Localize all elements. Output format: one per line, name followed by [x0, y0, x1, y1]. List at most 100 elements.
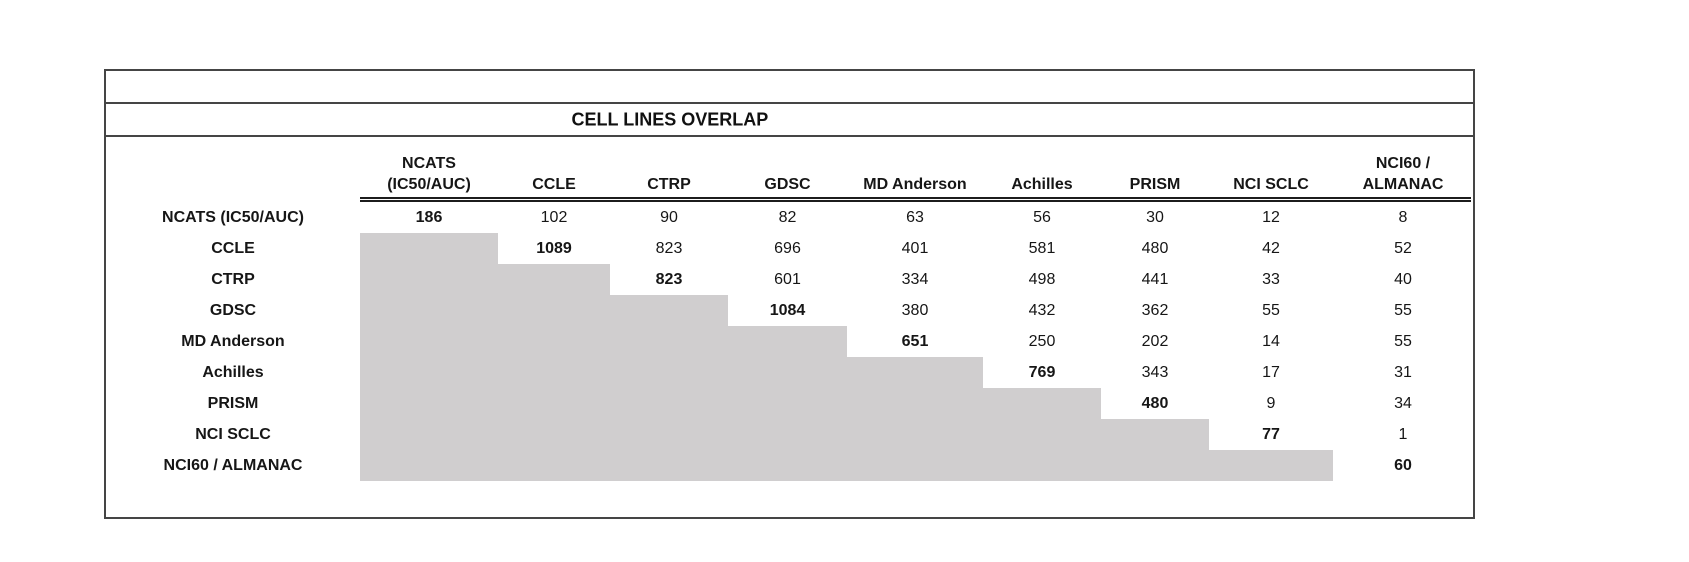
column-header-gdsc: GDSC	[764, 175, 811, 193]
matrix-cell: 30	[1146, 209, 1164, 226]
shaded-cell	[360, 388, 498, 419]
shaded-cell	[1209, 450, 1333, 481]
row-label: MD Anderson	[181, 333, 285, 350]
matrix-cell: 55	[1394, 333, 1412, 350]
matrix-cell: 56	[1033, 209, 1051, 226]
row-label: CCLE	[211, 240, 255, 257]
shaded-cell	[610, 357, 728, 388]
matrix-cell: 42	[1262, 240, 1280, 257]
shaded-cell	[728, 388, 847, 419]
matrix-cell: 8	[1398, 209, 1408, 226]
shaded-cell	[983, 450, 1101, 481]
matrix-cell: 82	[778, 209, 797, 226]
matrix-cell: 1	[1398, 426, 1408, 443]
matrix-cell: 34	[1394, 395, 1412, 412]
matrix-cell: 769	[1028, 364, 1056, 381]
matrix-cell: 581	[1028, 240, 1056, 257]
header-double-underline	[360, 197, 1471, 202]
empty-top-row	[106, 71, 1473, 104]
matrix-cell: 498	[1028, 271, 1056, 288]
matrix-cell: 441	[1141, 271, 1169, 288]
row-label: Achilles	[202, 364, 264, 381]
matrix-cell: 651	[901, 333, 929, 350]
column-header-achilles: Achilles	[1011, 175, 1073, 193]
table-row-ncats: NCATS (IC50/AUC) 186 102 90 82 63 56 30 …	[106, 202, 1473, 233]
matrix-cell: 12	[1262, 209, 1280, 226]
shaded-cell	[610, 326, 728, 357]
matrix-cell: 401	[901, 240, 929, 257]
shaded-cell	[360, 357, 498, 388]
table-row-nci-sclc: NCI SCLC 77 1	[106, 419, 1473, 450]
shaded-cell	[498, 295, 610, 326]
matrix-cell: 362	[1141, 302, 1169, 319]
shaded-cell	[728, 326, 847, 357]
shaded-cell	[610, 450, 728, 481]
matrix-cell: 480	[1141, 395, 1169, 412]
shaded-cell	[360, 264, 498, 295]
column-header-ncats: NCATS (IC50/AUC)	[387, 154, 471, 193]
matrix-cell: 480	[1141, 240, 1169, 257]
matrix-cell: 432	[1028, 302, 1056, 319]
shaded-cell	[360, 233, 498, 264]
shaded-cell	[610, 419, 728, 450]
shaded-cell	[498, 388, 610, 419]
column-header-md-anderson: MD Anderson	[863, 175, 967, 193]
column-header-ccle: CCLE	[532, 175, 576, 193]
matrix-cell: 63	[906, 209, 924, 226]
shaded-cell	[847, 450, 983, 481]
matrix-cell: 823	[655, 271, 683, 288]
shaded-cell	[498, 357, 610, 388]
matrix-cell: 380	[901, 302, 929, 319]
shaded-cell	[847, 419, 983, 450]
table-title-row: CELL LINES OVERLAP	[106, 104, 1473, 137]
matrix-cell: 334	[901, 271, 929, 288]
table-title: CELL LINES OVERLAP	[571, 109, 769, 129]
matrix-cell: 14	[1262, 333, 1280, 350]
shaded-cell	[847, 357, 983, 388]
shaded-cell	[728, 357, 847, 388]
shaded-cell	[1101, 419, 1209, 450]
cell-lines-overlap-table: CELL LINES OVERLAP NCATS (IC50/AUC) CCLE…	[104, 69, 1475, 519]
matrix-cell: 343	[1141, 364, 1169, 381]
column-header-prism: PRISM	[1129, 175, 1181, 193]
shaded-cell	[728, 419, 847, 450]
matrix-cell: 186	[415, 209, 443, 226]
shaded-cell	[728, 450, 847, 481]
matrix-cell: 33	[1262, 271, 1280, 288]
row-label: GDSC	[209, 302, 257, 319]
column-header-ctrp: CTRP	[647, 175, 691, 193]
table-row-achilles: Achilles 769 343 17 31	[106, 357, 1473, 388]
matrix-cell: 60	[1394, 457, 1412, 474]
row-label: NCI60 / ALMANAC	[163, 457, 303, 474]
row-label: PRISM	[207, 395, 259, 412]
row-label: CTRP	[211, 271, 255, 288]
shaded-cell	[360, 419, 498, 450]
matrix-cell: 1084	[769, 302, 806, 319]
matrix-cell: 102	[540, 209, 568, 226]
matrix-cell: 55	[1394, 302, 1412, 319]
table-row-ctrp: CTRP 823 601 334 498 441 33 40	[106, 264, 1473, 295]
matrix-cell: 40	[1394, 271, 1412, 288]
shaded-cell	[610, 388, 728, 419]
shaded-cell	[1101, 450, 1209, 481]
shaded-cell	[360, 450, 498, 481]
column-header-nci-sclc: NCI SCLC	[1233, 175, 1309, 193]
row-label: NCATS (IC50/AUC)	[162, 209, 304, 226]
matrix-cell: 202	[1141, 333, 1169, 350]
table-row-prism: PRISM 480 9 34	[106, 388, 1473, 419]
shaded-cell	[498, 450, 610, 481]
matrix-cell: 90	[660, 209, 678, 226]
table-row-ccle: CCLE 1089 823 696 401 581 480 42 52	[106, 233, 1473, 264]
matrix-cell: 9	[1266, 395, 1276, 412]
matrix-cell: 250	[1028, 333, 1056, 350]
shaded-cell	[498, 264, 610, 295]
matrix-cell: 696	[774, 240, 801, 257]
table-row-md-anderson: MD Anderson 651 250 202 14 55	[106, 326, 1473, 357]
shaded-cell	[610, 295, 728, 326]
shaded-cell	[847, 388, 983, 419]
matrix-cell: 17	[1262, 364, 1280, 381]
shaded-cell	[360, 295, 498, 326]
shaded-cell	[983, 388, 1101, 419]
matrix-cell: 823	[655, 240, 683, 257]
